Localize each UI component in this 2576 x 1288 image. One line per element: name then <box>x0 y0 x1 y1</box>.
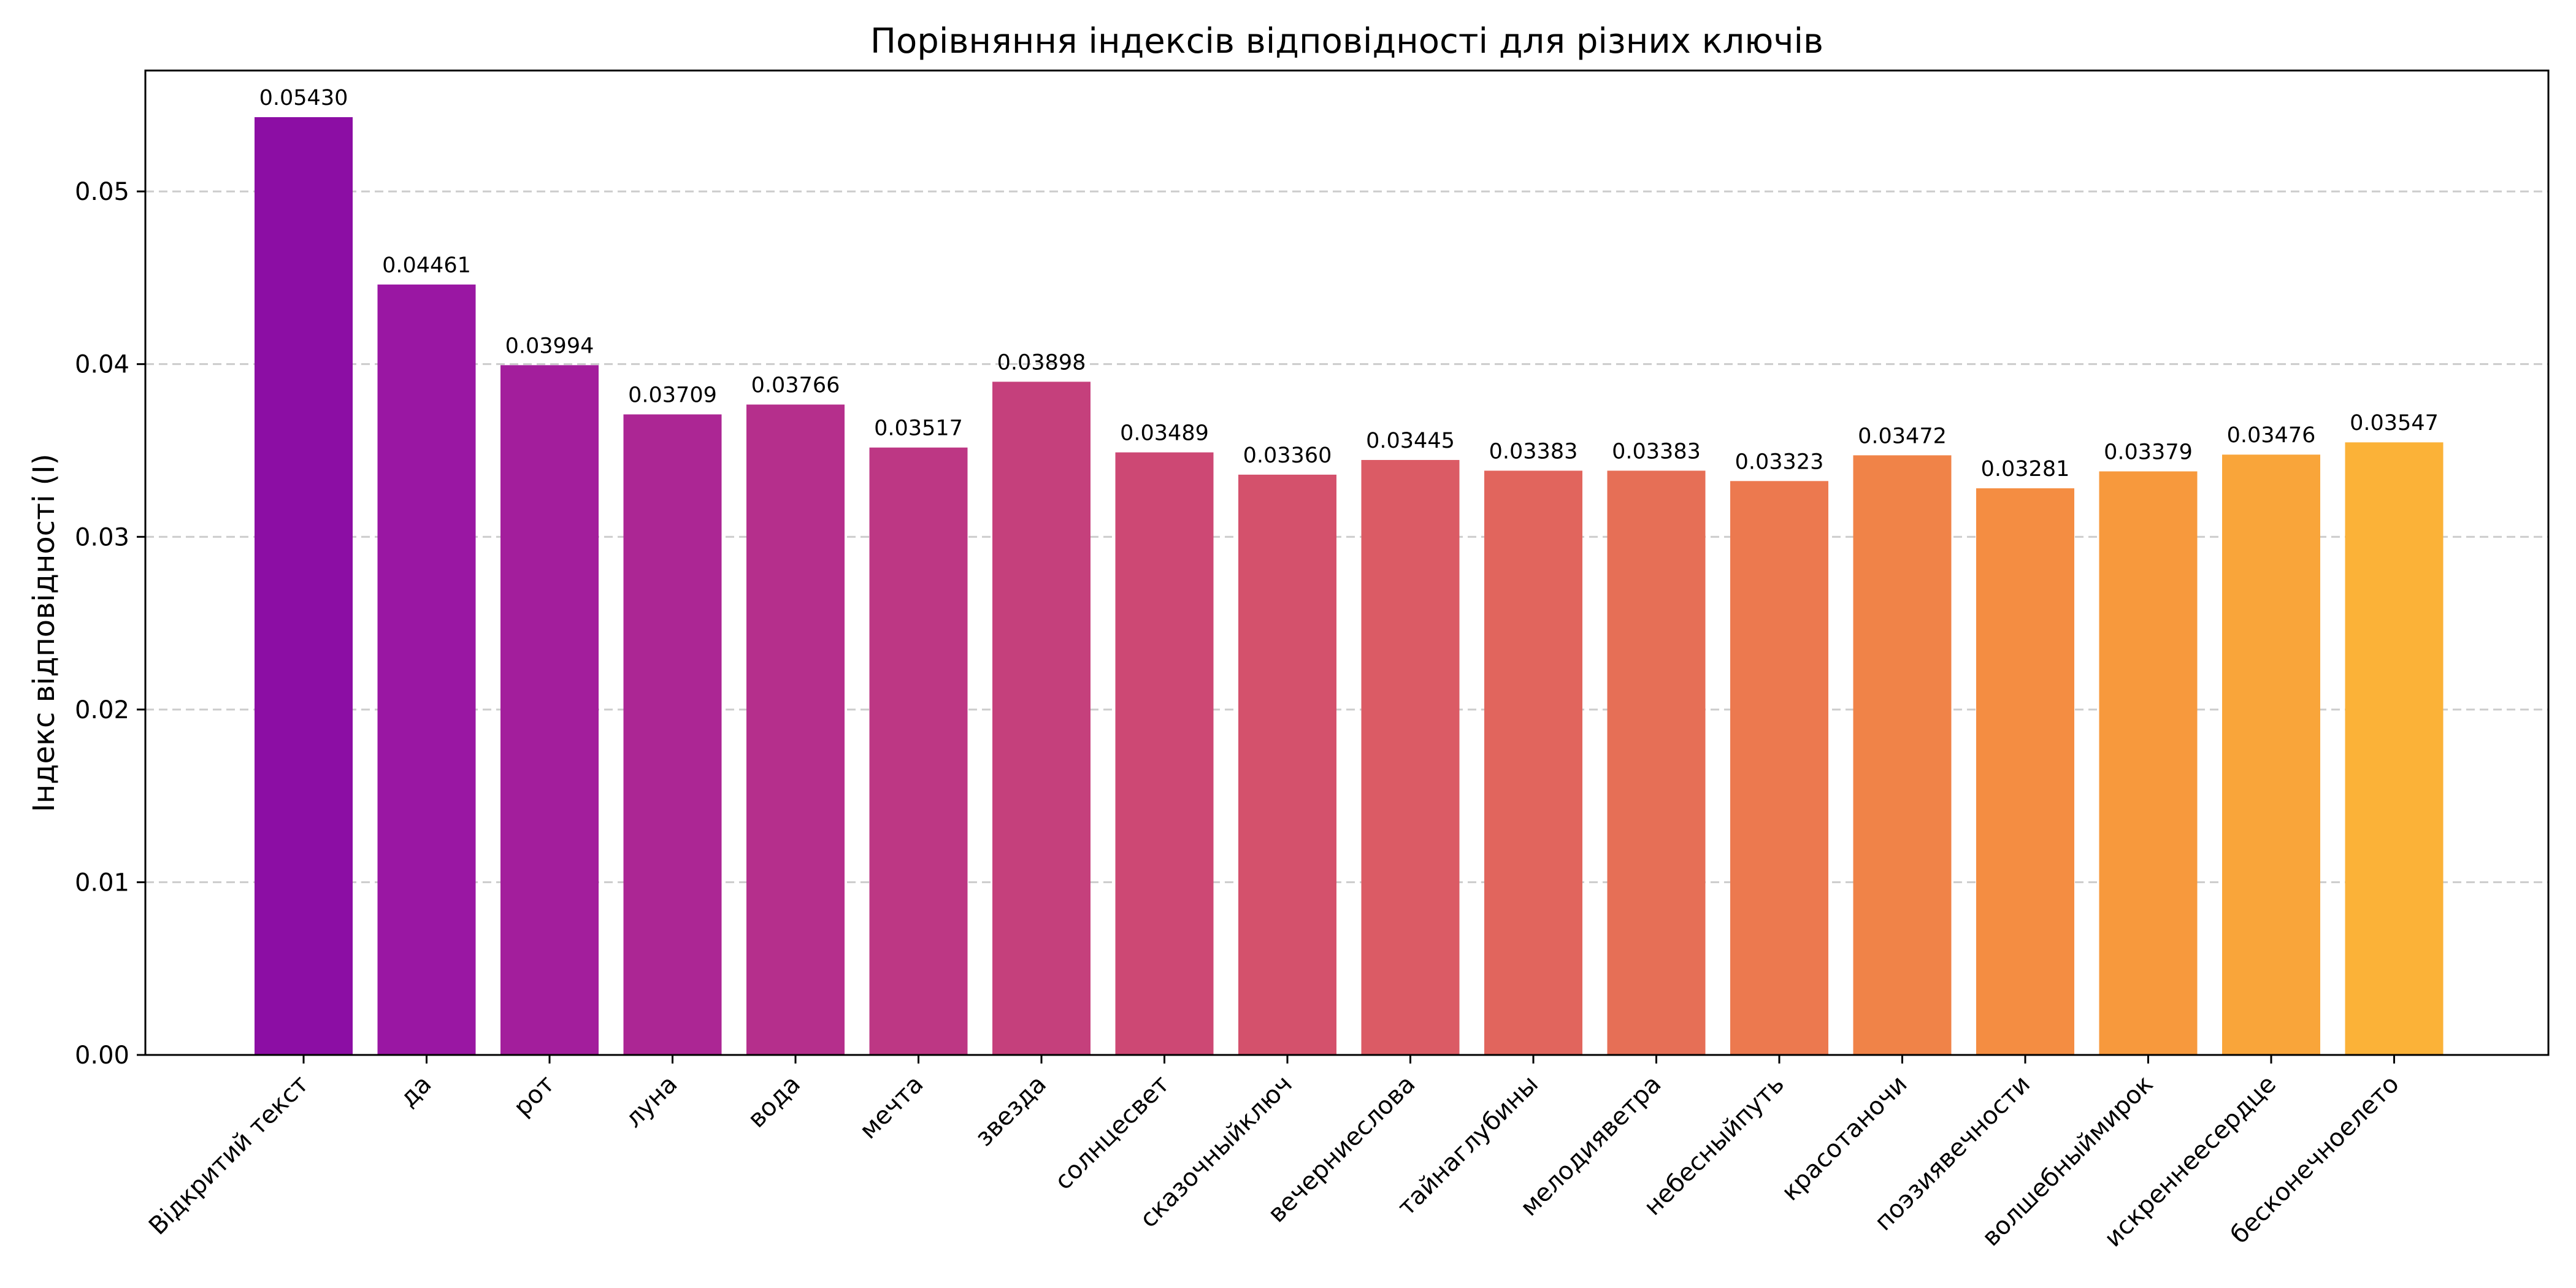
bar <box>1730 481 1828 1055</box>
bar <box>746 404 845 1055</box>
x-tick-label: вода <box>743 1070 806 1133</box>
bar <box>869 447 968 1055</box>
bar-value-label: 0.03994 <box>505 334 594 358</box>
bar-value-label: 0.03360 <box>1243 443 1332 468</box>
bar-value-label: 0.03489 <box>1120 421 1209 446</box>
y-tick-label: 0.04 <box>75 351 129 379</box>
bar <box>1607 470 1706 1055</box>
y-tick-label: 0.03 <box>75 523 129 551</box>
x-tick-label: да <box>394 1070 437 1113</box>
bar-value-label: 0.04461 <box>382 253 471 278</box>
x-tick-label: красотаночи <box>1776 1070 1912 1206</box>
bar <box>992 381 1091 1055</box>
bar-value-label: 0.03383 <box>1612 439 1701 464</box>
data-labels: 0.05430 0.04461 0.03994 0.03709 0.03766 0.035… <box>259 86 2439 481</box>
y-tick-label: 0.01 <box>75 868 129 897</box>
x-axis-ticks: Відкритий текст да рот луна вода мечта звездас… <box>144 1055 2405 1252</box>
bar <box>1361 459 1460 1055</box>
bar <box>1238 474 1336 1055</box>
x-tick-label: солнцесвет <box>1049 1070 1175 1196</box>
y-axis-ticks: 0.00 0.01 0.02 0.03 0.04 0.05 <box>75 178 145 1070</box>
bar <box>255 117 353 1055</box>
bar-value-label: 0.03445 <box>1366 429 1455 453</box>
y-tick-label: 0.02 <box>75 696 129 724</box>
bar <box>2345 442 2444 1055</box>
bar-value-label: 0.03383 <box>1489 439 1578 464</box>
bar-value-label: 0.03281 <box>1981 457 2070 481</box>
bar-value-label: 0.03472 <box>1858 424 1947 448</box>
bar-value-label: 0.03547 <box>2350 411 2439 435</box>
bar-value-label: 0.03379 <box>2104 440 2193 465</box>
bar-value-label: 0.03517 <box>874 416 963 441</box>
bar <box>2099 471 2198 1055</box>
bar <box>500 365 599 1055</box>
chart-title: Порівняння індексів відповідності для рі… <box>870 21 1823 61</box>
bar <box>1976 488 2074 1055</box>
bar-value-label: 0.05430 <box>259 86 348 110</box>
x-tick-label: рот <box>508 1070 560 1122</box>
plot-frame <box>144 69 2550 1056</box>
x-tick-label: мечта <box>854 1070 929 1145</box>
y-tick-label: 0.00 <box>75 1041 129 1070</box>
bar-value-label: 0.03766 <box>751 374 840 398</box>
bar <box>2222 454 2320 1055</box>
bar-value-label: 0.03709 <box>628 383 717 408</box>
x-tick-label: Відкритий текст <box>144 1070 314 1241</box>
y-axis-label: Індекс відповідності (I) <box>27 454 61 813</box>
bar <box>1484 470 1582 1055</box>
bars <box>255 117 2444 1055</box>
bar <box>623 414 722 1055</box>
bar <box>377 284 476 1055</box>
x-tick-label: звезда <box>970 1070 1052 1152</box>
bar-value-label: 0.03323 <box>1735 450 1824 474</box>
bar <box>1115 452 1214 1055</box>
y-tick-label: 0.05 <box>75 178 129 206</box>
x-tick-label: луна <box>619 1070 683 1133</box>
bar-value-label: 0.03476 <box>2227 423 2316 448</box>
bar-value-label: 0.03898 <box>997 350 1086 375</box>
bar <box>1853 455 1952 1055</box>
